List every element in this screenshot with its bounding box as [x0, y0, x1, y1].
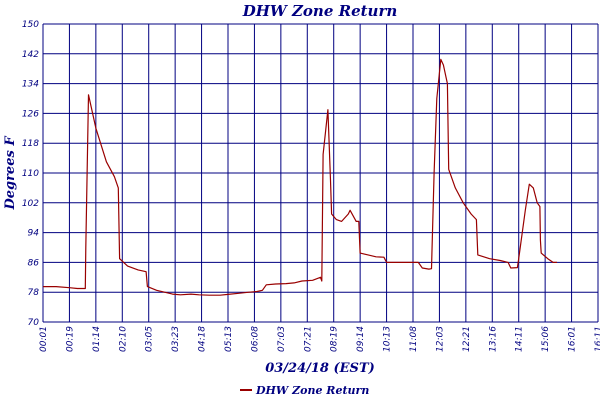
x-tick-label: 05:13 — [224, 326, 234, 352]
x-tick-label: 07:21 — [303, 326, 313, 352]
x-tick-label: 04:18 — [198, 326, 208, 352]
y-tick-label: 110 — [22, 169, 39, 179]
x-tick-label: 16:01 — [568, 326, 578, 352]
y-tick-label: 150 — [22, 20, 39, 30]
x-tick-label: 09:14 — [356, 326, 366, 352]
y-tick-label: 142 — [22, 50, 39, 60]
y-tick-label: 134 — [22, 80, 39, 90]
legend: DHW Zone Return — [240, 384, 369, 397]
y-axis-title: Degrees F — [3, 136, 18, 211]
y-tick-label: 70 — [28, 318, 40, 328]
legend-label: DHW Zone Return — [255, 384, 369, 397]
x-tick-label: 02:10 — [118, 326, 128, 352]
x-tick-label: 11:08 — [409, 326, 419, 352]
y-tick-label: 94 — [28, 229, 40, 239]
x-tick-label: 14:11 — [515, 326, 525, 352]
x-tick-label: 07:03 — [277, 326, 287, 352]
x-tick-label: 16:11 — [594, 326, 600, 352]
series-line-0 — [43, 58, 557, 296]
y-tick-label: 78 — [28, 288, 40, 298]
chart-title: DHW Zone Return — [242, 2, 398, 20]
series-layer — [43, 58, 557, 296]
x-tick-label: 08:19 — [330, 326, 340, 352]
x-tick-label: 13:16 — [488, 326, 498, 352]
y-tick-label: 126 — [22, 109, 39, 119]
x-tick-label: 15:06 — [541, 326, 551, 352]
x-axis-title: 03/24/18 (EST) — [265, 361, 375, 376]
x-tick-label: 00:01 — [39, 326, 49, 352]
y-tick-label: 118 — [22, 139, 39, 149]
x-tick-label: 03:05 — [145, 326, 155, 352]
y-axis-ticks: 70 78 86 94 102 110 118 126 134 142 150 — [22, 20, 39, 328]
y-tick-label: 102 — [22, 199, 39, 209]
x-tick-label: 12:21 — [462, 326, 472, 352]
grid — [42, 23, 599, 323]
x-tick-label: 06:08 — [250, 326, 260, 352]
x-tick-label: 00:19 — [65, 326, 75, 352]
x-tick-label: 12:03 — [435, 326, 445, 352]
x-tick-label: 10:13 — [383, 326, 393, 352]
x-axis-ticks: 00:01 00:19 01:14 02:10 03:05 03:23 04:18 05:13… — [39, 326, 600, 352]
x-tick-label: 03:23 — [171, 326, 181, 352]
x-tick-label: 01:14 — [92, 326, 102, 352]
y-tick-label: 86 — [28, 258, 40, 268]
